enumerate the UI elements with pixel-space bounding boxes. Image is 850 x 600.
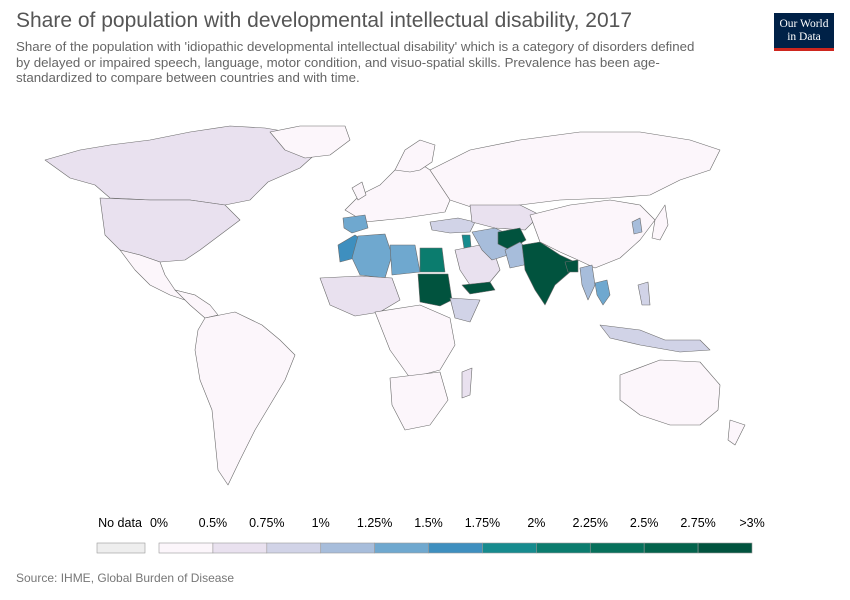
region-china[interactable] bbox=[529, 199, 656, 269]
region-myanmar[interactable] bbox=[579, 264, 596, 301]
region-japan[interactable] bbox=[651, 204, 669, 241]
region-thailand[interactable] bbox=[594, 279, 611, 306]
region-russia[interactable] bbox=[429, 131, 721, 211]
legend-bin-1 bbox=[212, 542, 268, 554]
logo-line-1: Our World bbox=[779, 18, 829, 30]
legend-swatch-no-data bbox=[96, 542, 146, 554]
region-greenland[interactable] bbox=[269, 125, 351, 159]
region-central-america[interactable] bbox=[174, 289, 219, 319]
legend-bin-4 bbox=[374, 542, 429, 554]
region-canada[interactable] bbox=[44, 125, 321, 206]
region-turkey[interactable] bbox=[429, 217, 476, 234]
region-egypt[interactable] bbox=[419, 247, 446, 273]
source-note: Source: IHME, Global Burden of Disease bbox=[16, 571, 235, 585]
region-spain[interactable] bbox=[342, 214, 369, 234]
region-usa[interactable] bbox=[99, 197, 241, 263]
region-west-africa[interactable] bbox=[319, 275, 401, 317]
legend-label-6: 1.75% bbox=[464, 516, 501, 530]
region-libya[interactable] bbox=[389, 244, 421, 276]
legend-label-11: >3% bbox=[739, 516, 765, 530]
legend-bin-9 bbox=[643, 542, 699, 554]
legend-bin-0 bbox=[158, 542, 214, 554]
legend-bin-8 bbox=[589, 542, 645, 554]
legend-label-0: 0% bbox=[149, 516, 169, 530]
region-sudan[interactable] bbox=[417, 273, 453, 307]
region-bangladesh[interactable] bbox=[564, 259, 579, 273]
region-australia[interactable] bbox=[619, 359, 721, 426]
region-indonesia[interactable] bbox=[599, 324, 711, 353]
owid-logo[interactable]: Our World in Data bbox=[774, 13, 834, 51]
legend-label-4: 1.25% bbox=[356, 516, 393, 530]
region-philippines[interactable] bbox=[637, 281, 651, 306]
legend-bin-10 bbox=[697, 542, 753, 554]
logo-line-2: in Data bbox=[787, 31, 821, 43]
legend-label-7: 2% bbox=[527, 516, 546, 530]
legend-bin-5 bbox=[428, 542, 483, 554]
chart-subtitle: Share of the population with 'idiopathic… bbox=[16, 39, 695, 85]
legend-label-9: 2.5% bbox=[629, 516, 659, 530]
legend-label-2: 0.75% bbox=[249, 516, 285, 530]
legend: No data 0% 0.5% 0.75% 1% 1.25% 1.5% 1.75% 2% 2.2… bbox=[0, 510, 850, 560]
legend-scale bbox=[96, 542, 753, 554]
legend-label-no-data: No data bbox=[98, 516, 142, 530]
region-india[interactable] bbox=[521, 241, 576, 306]
region-central-africa[interactable] bbox=[374, 304, 456, 379]
region-central-asia[interactable] bbox=[469, 204, 541, 231]
legend-label-10: 2.75% bbox=[680, 516, 716, 530]
legend-label-1: 0.5% bbox=[198, 516, 228, 530]
region-yemen[interactable] bbox=[461, 281, 496, 295]
world-map[interactable] bbox=[0, 0, 850, 510]
legend-bin-3 bbox=[320, 542, 375, 554]
legend-label-3: 1% bbox=[311, 516, 330, 530]
legend-label-5: 1.5% bbox=[414, 516, 443, 530]
region-algeria[interactable] bbox=[351, 233, 393, 279]
region-uk[interactable] bbox=[351, 181, 367, 201]
region-southern-africa[interactable] bbox=[389, 371, 449, 431]
chart-title: Share of population with developmental i… bbox=[16, 9, 633, 32]
region-south-america[interactable] bbox=[194, 311, 296, 486]
region-korea[interactable] bbox=[631, 217, 643, 235]
region-new-zealand[interactable] bbox=[727, 419, 746, 446]
region-jordan[interactable] bbox=[461, 234, 472, 249]
legend-label-8: 2.25% bbox=[572, 516, 608, 530]
region-scandinavia[interactable] bbox=[394, 139, 436, 173]
legend-bin-2 bbox=[266, 542, 322, 554]
legend-bin-7 bbox=[536, 542, 591, 554]
legend-bin-6 bbox=[482, 542, 537, 554]
region-horn-of-africa[interactable] bbox=[449, 297, 481, 323]
region-madagascar[interactable] bbox=[461, 367, 473, 399]
